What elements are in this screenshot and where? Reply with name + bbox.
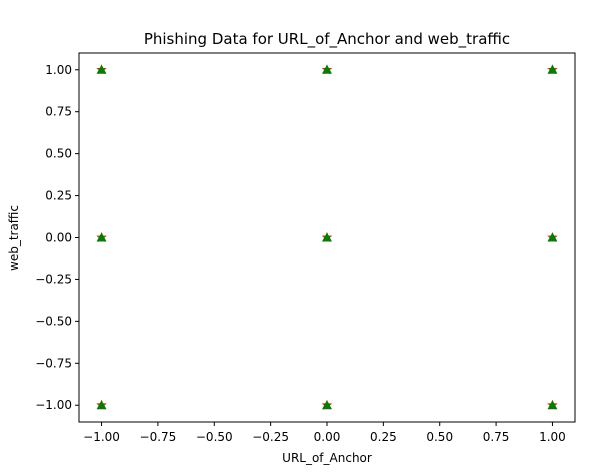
x-tick-label: 0.25 (370, 430, 397, 444)
scatter-point-triangle (322, 400, 332, 410)
y-tick-label: 0.75 (45, 105, 72, 119)
y-tick-label: 0.25 (45, 189, 72, 203)
scatter-point-triangle (322, 232, 332, 242)
y-tick-label: −0.25 (35, 272, 72, 286)
y-tick-label: 0.50 (45, 147, 72, 161)
x-axis-label: URL_of_Anchor (282, 451, 372, 465)
y-tick-label: −0.75 (35, 356, 72, 370)
x-axis-ticks: −1.00 −0.75 −0.50 −0.25 0.00 0.25 0.50 0.75 1.00 (83, 422, 566, 444)
scatter-point-triangle (96, 232, 107, 242)
plot-marks (96, 64, 558, 410)
x-tick-label: −0.25 (252, 430, 289, 444)
y-tick-label: 0.00 (45, 231, 72, 245)
x-tick-label: −0.50 (196, 430, 233, 444)
x-tick-label: 0.75 (483, 430, 510, 444)
x-tick-label: 0.00 (314, 430, 341, 444)
scatter-point-triangle (96, 64, 107, 74)
y-axis-ticks: 1.00 0.75 0.50 0.25 0.00 −0.25 −0.50 −0.75 −1.00 (35, 63, 79, 412)
scatter-point-triangle (96, 400, 107, 410)
x-tick-label: 1.00 (539, 430, 566, 444)
y-axis-label: web_traffic (7, 205, 21, 271)
scatter-point-triangle (322, 64, 332, 74)
scatter-point-triangle (547, 64, 558, 74)
scatter-point-triangle (547, 232, 558, 242)
x-tick-label: −0.75 (140, 430, 177, 444)
y-tick-label: −0.50 (35, 314, 72, 328)
y-tick-label: 1.00 (45, 63, 72, 77)
chart-title: Phishing Data for URL_of_Anchor and web_… (144, 30, 510, 49)
y-tick-label: −1.00 (35, 398, 72, 412)
x-tick-label: 0.50 (426, 430, 453, 444)
scatter-point-triangle (547, 400, 558, 410)
x-tick-label: −1.00 (83, 430, 120, 444)
